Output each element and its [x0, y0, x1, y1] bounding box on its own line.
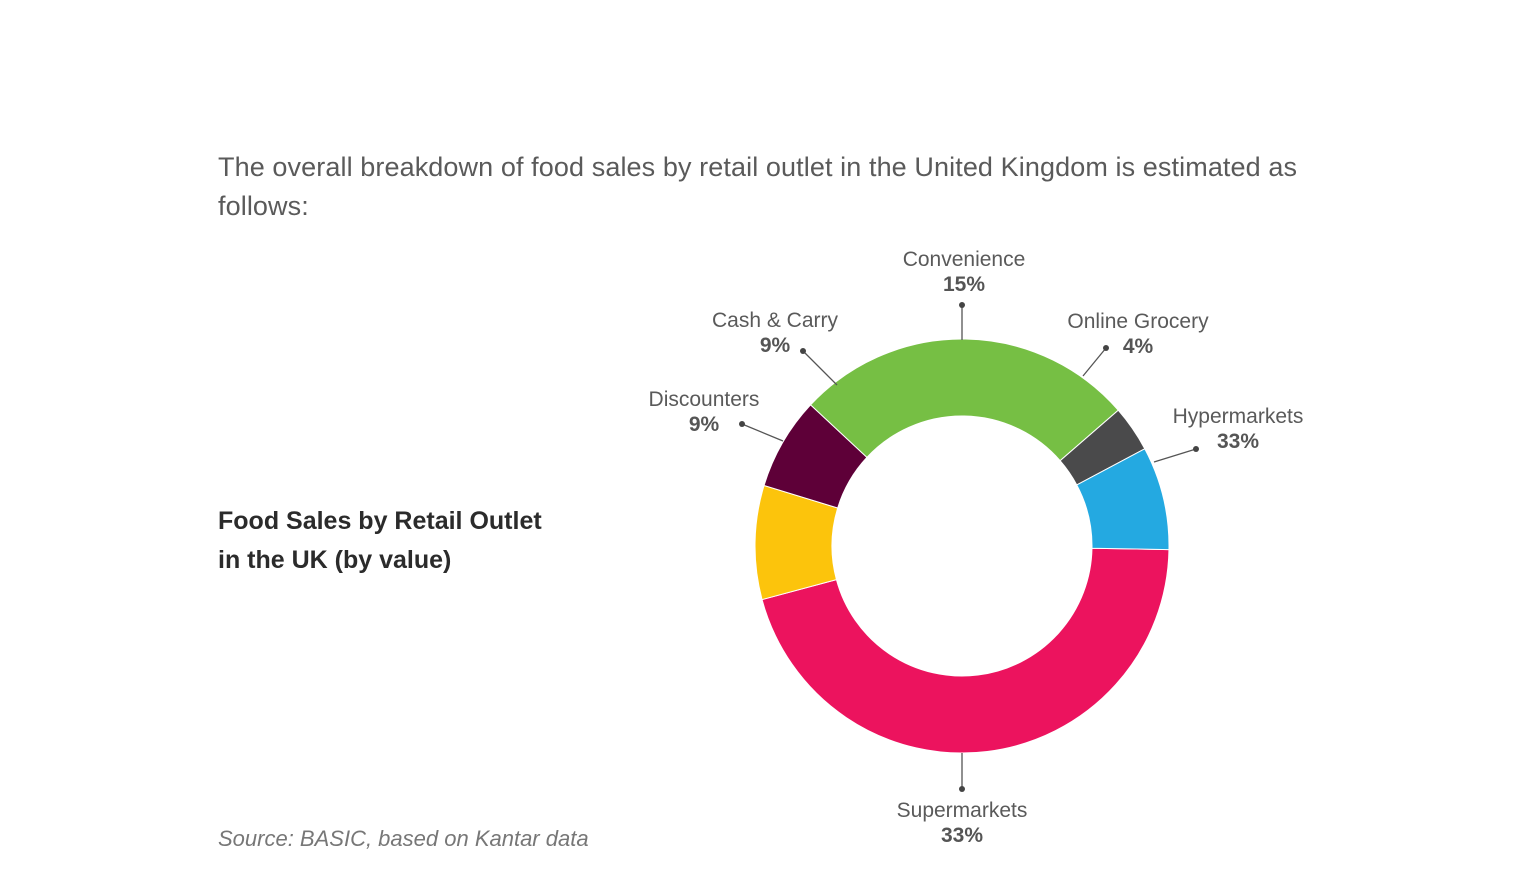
slice-convenience: [809, 338, 1119, 462]
leader-line-discounters: [741, 423, 784, 442]
leader-line-cash-carry: [802, 350, 838, 386]
leader-dot-discounters: [739, 421, 745, 427]
label-name-discounters: Discounters: [649, 388, 760, 411]
leader-dot-online-grocery: [1103, 345, 1109, 351]
leader-dot-hypermarkets: [1193, 446, 1199, 452]
label-value-cash-carry: 9%: [760, 334, 791, 357]
slice-supermarkets: [761, 547, 1170, 754]
label-value-convenience: 15%: [943, 273, 985, 296]
chart-title-line-2: in the UK (by value): [218, 546, 452, 574]
label-value-online-grocery: 4%: [1123, 335, 1154, 358]
chart-title: Food Sales by Retail Outlet in the UK (b…: [218, 502, 598, 580]
source-note: Source: BASIC, based on Kantar data: [218, 826, 589, 851]
label-value-hypermarkets: 33%: [1217, 430, 1259, 453]
donut-slices: [754, 338, 1170, 754]
leader-dot-convenience: [959, 302, 965, 308]
intro-text: The overall breakdown of food sales by r…: [218, 152, 1298, 221]
label-name-online-grocery: Online Grocery: [1067, 310, 1209, 333]
leader-line-online-grocery: [1082, 347, 1107, 377]
label-name-hypermarkets: Hypermarkets: [1173, 405, 1304, 428]
label-name-convenience: Convenience: [903, 248, 1026, 271]
leader-dot-cash-carry: [800, 348, 806, 354]
label-value-discounters: 9%: [689, 413, 720, 436]
chart-title-line-1: Food Sales by Retail Outlet: [218, 507, 542, 535]
label-value-supermarkets: 33%: [941, 824, 983, 847]
leader-dot-supermarkets: [959, 786, 965, 792]
label-name-cash-carry: Cash & Carry: [712, 309, 839, 332]
label-name-supermarkets: Supermarkets: [897, 799, 1028, 822]
slice-hypermarkets: [1076, 448, 1170, 551]
leader-line-hypermarkets: [1153, 448, 1197, 463]
